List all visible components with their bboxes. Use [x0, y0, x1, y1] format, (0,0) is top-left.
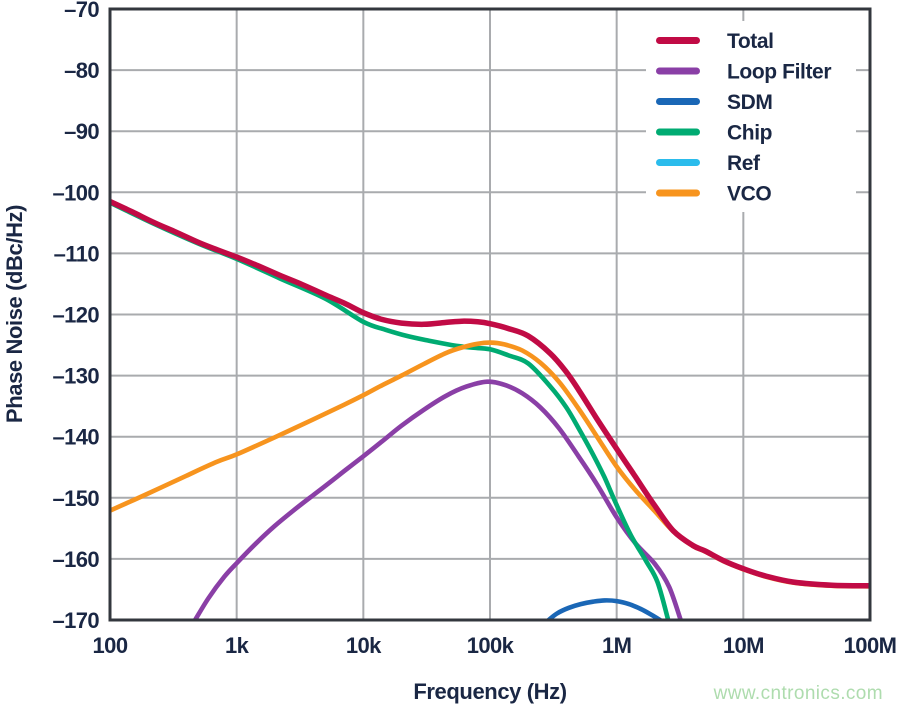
y-tick-label: –70	[64, 0, 99, 22]
y-tick-label: –100	[52, 180, 99, 205]
x-tick-label: 100k	[467, 633, 515, 658]
legend-background	[646, 21, 856, 212]
legend-swatch-loop-filter	[656, 67, 700, 75]
y-axis-tick-labels: –70 –80 –90 –100 –110 –120 –130 –140 –150 –160 –17…	[52, 0, 100, 633]
y-tick-label: –130	[52, 364, 99, 389]
legend-item-sdm: SDM	[656, 91, 773, 114]
y-tick-label: –110	[54, 241, 100, 266]
y-tick-label: –140	[52, 425, 99, 450]
watermark: www.cntronics.com	[713, 683, 883, 704]
x-tick-label: 1k	[225, 633, 250, 658]
y-tick-label: –90	[64, 119, 99, 144]
legend-label-ref: Ref	[727, 152, 761, 175]
legend-item-vco: VCO	[656, 183, 772, 206]
series-sdm-line	[546, 598, 663, 620]
x-axis-title: Frequency (Hz)	[413, 679, 566, 704]
x-tick-label: 1M	[602, 633, 631, 658]
x-tick-label: 10M	[723, 633, 764, 658]
legend: Total Loop Filter SDM Chip Ref VCO	[656, 30, 832, 206]
series-curves	[110, 198, 870, 620]
x-axis-tick-labels: 100 1k 10k 100k 1M 10M 100M	[93, 633, 897, 658]
legend-item-chip: Chip	[656, 122, 772, 145]
legend-item-loop-filter: Loop Filter	[656, 61, 832, 84]
legend-swatch-ref	[656, 159, 700, 166]
legend-label-total: Total	[727, 30, 774, 53]
legend-item-total: Total	[656, 30, 774, 53]
x-tick-label: 100	[93, 633, 128, 658]
gridlines	[110, 9, 870, 620]
y-tick-label: –120	[52, 303, 99, 328]
x-tick-label: 100M	[844, 633, 897, 658]
legend-label-sdm: SDM	[727, 91, 772, 114]
legend-label-vco: VCO	[727, 183, 771, 206]
series-loop-filter-line	[192, 379, 683, 620]
y-tick-label: –170	[52, 608, 99, 633]
y-tick-label: –150	[52, 486, 99, 511]
legend-item-ref: Ref	[656, 152, 761, 175]
legend-swatch-total	[656, 37, 700, 44]
legend-label-chip: Chip	[727, 122, 772, 145]
y-axis-title: Phase Noise (dBc/Hz)	[2, 205, 27, 423]
series-total-line	[110, 198, 870, 589]
legend-swatch-sdm	[656, 98, 700, 105]
legend-swatch-chip	[656, 128, 700, 136]
series-chip-line	[110, 200, 671, 620]
y-tick-label: –160	[52, 547, 99, 572]
plot-frame	[108, 7, 872, 622]
legend-swatch-vco	[656, 189, 700, 197]
y-tick-label: –80	[64, 58, 99, 83]
legend-label-loop-filter: Loop Filter	[727, 61, 831, 84]
x-tick-label: 10k	[346, 633, 382, 658]
